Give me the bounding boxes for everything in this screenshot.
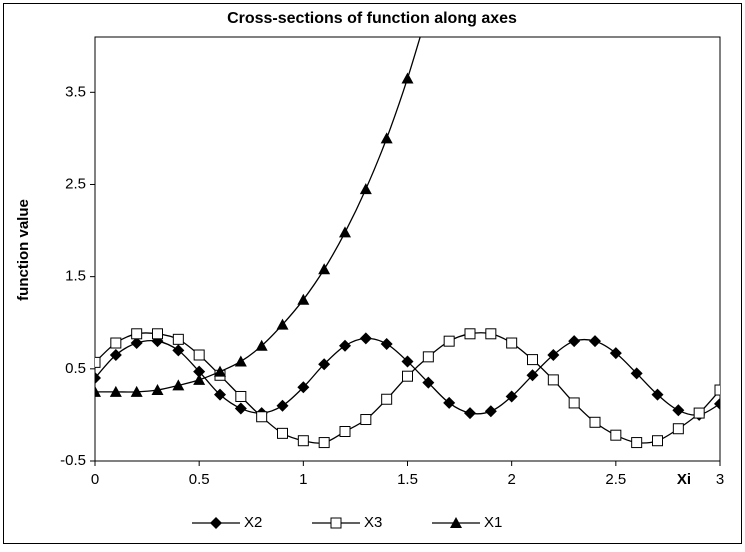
marker [339,226,351,238]
marker [130,385,143,397]
marker [110,337,122,349]
marker [152,328,163,340]
marker [443,396,456,409]
marker [505,390,518,403]
marker [109,385,122,397]
marker [172,333,184,345]
marker [297,293,310,305]
marker [651,388,664,401]
legend-label: X2 [244,514,262,531]
y-axis-label: function value [15,199,32,301]
legend-label: X3 [364,514,382,531]
marker [235,390,247,402]
y-tick-label: 2.5 [65,175,86,192]
chart-title: Cross-sections of function along axes [227,10,517,27]
marker [256,411,268,423]
marker [109,349,122,361]
marker [714,384,720,396]
marker [484,405,497,418]
marker [339,426,351,438]
marker [527,354,538,366]
marker [609,347,622,360]
marker [568,335,581,348]
marker [422,351,434,363]
marker [214,388,226,401]
chart-frame [3,3,742,544]
marker [318,358,331,371]
x-tick-label: 1.5 [397,471,418,488]
marker [151,384,164,396]
x-tick-label: 2.5 [605,471,626,488]
marker [380,337,393,350]
legend-label: X1 [484,514,502,531]
marker [464,407,476,420]
marker [359,332,372,345]
marker [214,365,226,377]
marker [589,416,601,428]
marker [402,370,413,382]
marker [193,365,206,378]
marker [380,132,393,144]
marker [381,393,393,405]
marker [255,339,268,351]
marker [485,328,497,340]
marker [506,337,518,349]
marker [526,369,539,382]
marker [443,335,455,347]
marker [672,404,685,417]
marker [130,337,143,350]
marker [401,355,414,368]
marker [276,399,289,412]
marker [568,397,580,409]
marker [339,339,351,352]
marker [297,381,310,394]
plot-area [95,37,720,449]
marker [95,385,101,397]
marker [95,372,101,385]
marker [234,402,247,415]
y-tick-label: 3.5 [65,83,86,100]
x-tick-label: 0.5 [189,471,210,488]
marker [172,344,185,357]
legend-marker [450,517,462,528]
marker [652,435,663,447]
marker [630,367,643,380]
marker [547,349,560,361]
marker [234,355,247,367]
marker [277,427,288,439]
marker [131,328,143,340]
marker [693,407,705,419]
marker [193,373,206,385]
legend-marker [210,517,222,529]
x-tick-label: 1 [299,471,307,488]
y-tick-label: 1.5 [65,268,86,285]
marker [589,335,601,348]
marker [422,376,435,389]
marker [714,397,720,410]
y-tick-label: -0.5 [60,452,86,469]
marker [95,356,101,368]
marker [318,437,330,449]
x-axis-label: Xi [677,471,691,488]
marker [193,349,205,361]
y-tick-label: 0.5 [65,360,86,377]
legend-marker [330,517,342,529]
marker [464,328,476,340]
marker [672,423,684,435]
marker [359,183,372,195]
marker [547,374,559,386]
marker [318,263,331,275]
x-tick-label: 2 [507,471,515,488]
x-tick-label: 3 [716,471,724,488]
marker [610,429,622,441]
marker [360,414,372,426]
marker [631,437,643,449]
marker [297,435,309,447]
marker [276,318,289,330]
x-tick-label: 0 [91,471,99,488]
marker [401,72,414,84]
marker [172,379,185,391]
